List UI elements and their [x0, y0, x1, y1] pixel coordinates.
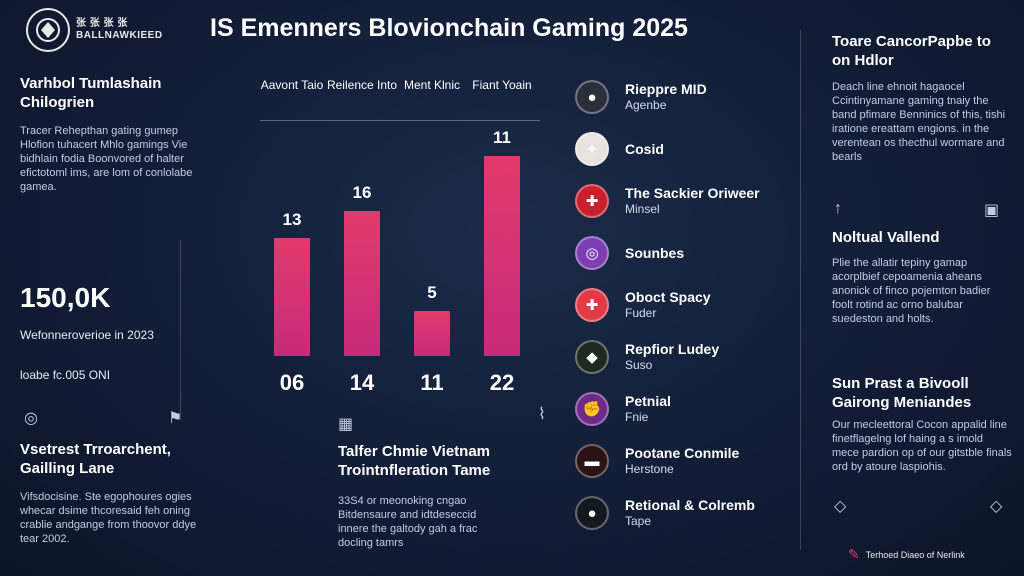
fist-icon: ✊: [575, 392, 609, 426]
brush-icon: ✎: [848, 546, 860, 562]
chart-bar-3: [484, 156, 520, 356]
page-title: IS Emenners Blovionchain Gaming 2025: [210, 14, 688, 42]
right-section1-body: Deach line ehnoit hagaocel Ccintinyamane…: [832, 81, 1006, 163]
gift-icon: ▣: [984, 202, 1000, 219]
list-item: ● Rieppre MID Agenbe: [575, 80, 707, 114]
emblem-icon: [26, 8, 70, 52]
info-icon: ◎: [24, 410, 38, 427]
list-item: ▬ Pootane Conmile Herstone: [575, 444, 739, 478]
list-item-sub: Agenbe: [625, 98, 667, 112]
chart-category-0: Aavont Taio: [260, 78, 324, 92]
stat-sub: loabe fc.005 ONI: [20, 368, 111, 382]
list-item-sub: Minsel: [625, 202, 660, 216]
chart-top-label-2: 5: [427, 283, 437, 302]
bear-icon: ✦: [575, 132, 609, 166]
list-item: ✊ Petnial Fnie: [575, 392, 671, 426]
diamond-icon: ◇: [834, 498, 847, 515]
chart-top-label-1: 16: [352, 183, 372, 202]
chart-bar-2: [414, 311, 450, 356]
list-item: ● Retional & Colremb Tape: [575, 496, 755, 530]
flag-icon: ⚑: [168, 410, 183, 427]
list-item-title: Repfior Ludey: [625, 341, 720, 357]
arrow-up-icon: ↑: [834, 200, 842, 217]
list-item-title: Sounbes: [625, 244, 685, 261]
cross-icon: ✚: [575, 288, 609, 322]
chart-bar-1: [344, 211, 380, 356]
list-item: ✦ Cosid: [575, 132, 664, 166]
list-item-title: Cosid: [625, 140, 664, 157]
list-item-title: Pootane Conmile: [625, 445, 740, 461]
list-item-title: Oboct Spacy: [625, 289, 711, 305]
monk-icon: ●: [575, 496, 609, 530]
antenna-icon: ⌇: [538, 406, 546, 423]
chart-category-3: Fiant Yoain: [472, 78, 532, 92]
chart-top-rule: [260, 120, 540, 121]
list-item-title: The Sackier Oriweer: [625, 185, 760, 201]
chart-bottom-label-2: 11: [420, 370, 444, 395]
left-section1-body: Tracer Rehepthan gating gumep Hlofion tu…: [20, 125, 193, 193]
left-divider: [180, 240, 181, 420]
right-section2-title: Noltual Vallend: [832, 229, 940, 246]
bar-chart: Aavont Taio 13 06 Reilence Into 16 14 Ment Kln…: [250, 70, 550, 400]
list-item-title: Rieppre MID: [625, 81, 707, 97]
list-item-sub: Suso: [625, 358, 653, 372]
list-item-sub: Herstone: [625, 462, 674, 476]
list-item: ✚ The Sackier Oriweer Minsel: [575, 184, 760, 218]
list-item-sub: Tape: [625, 514, 652, 528]
chart-bar-0: [274, 238, 310, 356]
mask-icon: ◆: [575, 340, 609, 374]
list-item: ◆ Repfior Ludey Suso: [575, 340, 719, 374]
list-item-sub: Fuder: [625, 306, 657, 320]
left-section1-title: Varhbol Tumlashain Chilogrien: [20, 75, 162, 111]
left-section2-body: Vifsdocisine. Ste egophoures ogies wheca…: [20, 491, 197, 545]
stat-caption: Wefonneroverioe in 2023: [20, 328, 154, 342]
list-item-title: Retional & Colremb: [625, 497, 755, 513]
chart-category-2: Ment Klnic: [403, 78, 461, 92]
brand-logo: 张 张 张 张 BALLNAWKIEED: [26, 8, 163, 52]
footer-text: Terhoed Diaeo of Nerlink: [865, 549, 965, 560]
chart-top-label-3: 11: [493, 128, 511, 147]
list-item: ✚ Oboct Spacy Fuder: [575, 288, 711, 322]
right-section3-title: Sun Prast a Bivooll Gairong Meniandes: [832, 375, 972, 411]
flag-icon: ✚: [575, 184, 609, 218]
left-section2-title: Vsetrest Trroarchent, Gailling Lane: [20, 441, 171, 477]
logo-text-top: 张 张 张 张: [76, 18, 128, 29]
right-divider: [800, 30, 801, 550]
mic-icon: ●: [575, 80, 609, 114]
logo-text-bottom: BALLNAWKIEED: [76, 30, 163, 41]
right-section3-body: Our mecleettoral Cocon appalid line fine…: [832, 419, 1012, 473]
list-item-title: Petnial: [625, 393, 671, 409]
list-item-sub: Fnie: [625, 410, 649, 424]
right-section2-body: Plie the allatir tepiny gamap acorplbief…: [832, 257, 991, 325]
swirl-icon: ◎: [575, 236, 609, 270]
chart-bottom-label-1: 14: [349, 370, 375, 395]
car-icon: ▬: [575, 444, 609, 478]
chart-bottom-label-0: 06: [279, 370, 305, 395]
grid-icon: ▦: [338, 416, 354, 433]
right-section1-title: Toare CancorPapbe to on Hdlor: [832, 33, 991, 69]
middle-section-body: 33S4 or meonoking cngao Bitdensaure and …: [338, 495, 478, 549]
chart-bottom-label-3: 22: [489, 370, 515, 395]
stat-value: 150,0K: [20, 282, 111, 313]
middle-section-title: Talfer Chmie Vietnam Trointnfleration Ta…: [338, 443, 491, 479]
diamond-icon-2: ◇: [990, 498, 1003, 515]
footer: ✎ Terhoed Diaeo of Nerlink: [848, 546, 965, 563]
chart-top-label-0: 13: [282, 210, 302, 229]
list-item: ◎ Sounbes: [575, 236, 684, 270]
chart-category-1: Reilence Into: [326, 78, 398, 92]
